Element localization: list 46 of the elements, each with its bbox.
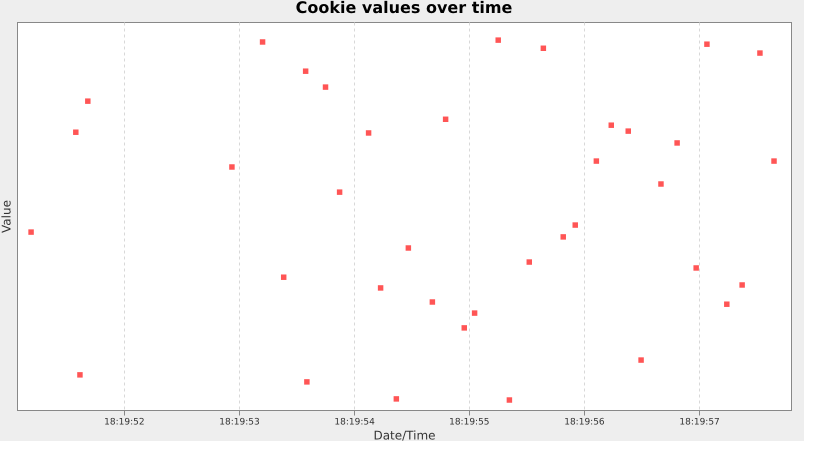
- point: [462, 325, 467, 331]
- x-tick-label: 18:19:56: [564, 418, 605, 428]
- point: [260, 39, 266, 45]
- point: [302, 68, 308, 74]
- x-tick-label: 18:19:52: [104, 418, 145, 428]
- x-axis-title: Date/Time: [373, 428, 436, 442]
- point: [560, 234, 566, 240]
- point: [472, 310, 478, 316]
- point: [724, 301, 730, 307]
- point: [594, 158, 600, 164]
- point: [85, 98, 91, 104]
- point: [495, 37, 501, 43]
- point: [406, 245, 412, 251]
- point: [336, 189, 342, 195]
- point: [626, 128, 631, 134]
- x-tick-label: 18:19:57: [679, 418, 720, 428]
- point: [540, 46, 546, 51]
- point: [608, 122, 614, 128]
- point: [526, 259, 532, 265]
- point: [693, 265, 699, 271]
- y-axis-title: Value: [0, 200, 14, 233]
- point: [674, 140, 680, 146]
- point: [771, 158, 777, 164]
- point: [280, 274, 286, 280]
- point: [442, 116, 448, 122]
- point: [366, 130, 372, 136]
- point: [704, 41, 710, 47]
- x-tick-label: 18:19:55: [449, 418, 490, 428]
- point: [757, 50, 763, 56]
- x-tick-label: 18:19:54: [334, 418, 376, 428]
- point: [430, 299, 436, 305]
- point: [28, 229, 34, 235]
- point: [229, 164, 235, 170]
- point: [77, 372, 83, 378]
- point: [378, 285, 384, 291]
- point: [638, 357, 644, 363]
- point: [73, 129, 79, 135]
- point: [394, 396, 400, 402]
- point: [506, 397, 512, 403]
- point: [304, 379, 310, 385]
- point: [322, 84, 328, 90]
- x-tick-label: 18:19:53: [219, 418, 260, 428]
- point: [658, 181, 664, 187]
- point: [572, 222, 578, 228]
- chart-title: Cookie values over time: [296, 0, 512, 17]
- point: [739, 282, 745, 288]
